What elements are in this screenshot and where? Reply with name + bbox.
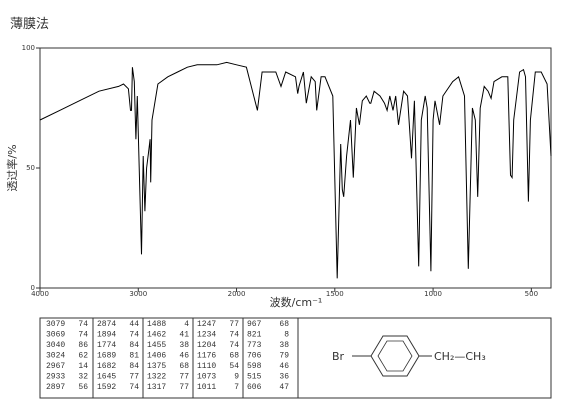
peak-wavenumber: 706 (247, 352, 262, 361)
peak-wavenumber: 2874 (97, 320, 116, 329)
x-axis-label: 波数/cm⁻¹ (270, 296, 323, 309)
peak-transmittance: 68 (229, 352, 239, 361)
x-tick-label: 3000 (129, 290, 147, 298)
y-tick-label: 50 (26, 164, 35, 172)
peak-wavenumber: 773 (247, 341, 262, 350)
peak-wavenumber: 1488 (147, 320, 166, 329)
peak-wavenumber: 2933 (46, 373, 65, 382)
peak-wavenumber: 1317 (147, 383, 166, 392)
peak-wavenumber: 1234 (197, 331, 216, 340)
peak-transmittance: 84 (129, 362, 139, 371)
peak-wavenumber: 1375 (147, 362, 166, 371)
peak-transmittance: 47 (279, 383, 289, 392)
peak-transmittance: 7 (234, 383, 239, 392)
peak-transmittance: 74 (129, 383, 139, 392)
peak-transmittance: 77 (179, 383, 189, 392)
x-tick-label: 1000 (424, 290, 442, 298)
peak-wavenumber: 3069 (46, 331, 65, 340)
peak-wavenumber: 1073 (197, 373, 216, 382)
peak-wavenumber: 821 (247, 331, 262, 340)
peak-wavenumber: 967 (247, 320, 262, 329)
peak-transmittance: 4 (184, 320, 189, 329)
spectrum-line (39, 61, 552, 279)
peak-transmittance: 44 (129, 320, 139, 329)
peak-wavenumber: 1462 (147, 331, 166, 340)
peak-wavenumber: 1110 (197, 362, 216, 371)
peak-transmittance: 74 (78, 320, 88, 329)
x-tick-label: 2000 (228, 290, 246, 298)
peak-transmittance: 46 (179, 352, 189, 361)
peak-transmittance: 81 (129, 352, 139, 361)
peak-wavenumber: 598 (247, 362, 262, 371)
peak-transmittance: 77 (229, 320, 239, 329)
chart-title: 薄膜法 (10, 17, 49, 32)
peak-wavenumber: 1406 (147, 352, 166, 361)
substituent: CH₂—CH₃ (434, 350, 486, 363)
peak-transmittance: 54 (229, 362, 239, 371)
peak-transmittance: 38 (279, 341, 289, 350)
peak-wavenumber: 3079 (46, 320, 65, 329)
peak-transmittance: 9 (234, 373, 239, 382)
peak-wavenumber: 515 (247, 373, 262, 382)
peak-wavenumber: 2897 (46, 383, 65, 392)
x-tick-label: 4000 (31, 290, 49, 298)
x-tick-label: 500 (525, 290, 538, 298)
peak-transmittance: 41 (179, 331, 189, 340)
peak-wavenumber: 1682 (97, 362, 116, 371)
peak-wavenumber: 606 (247, 383, 262, 392)
peak-wavenumber: 2967 (46, 362, 65, 371)
peak-transmittance: 8 (284, 331, 289, 340)
peak-wavenumber: 1322 (147, 373, 166, 382)
peak-transmittance: 74 (229, 341, 239, 350)
peak-wavenumber: 1011 (197, 383, 216, 392)
peak-transmittance: 68 (179, 362, 189, 371)
peak-transmittance: 74 (229, 331, 239, 340)
peak-transmittance: 56 (78, 383, 88, 392)
peak-transmittance: 38 (179, 341, 189, 350)
peak-transmittance: 32 (78, 373, 88, 382)
peak-transmittance: 62 (78, 352, 88, 361)
peak-transmittance: 14 (78, 362, 88, 371)
substituent: Br (332, 350, 345, 363)
peak-transmittance: 46 (279, 362, 289, 371)
y-tick-label: 100 (22, 44, 35, 52)
peak-transmittance: 74 (129, 331, 139, 340)
peak-transmittance: 86 (78, 341, 88, 350)
y-axis-label: 透过率/% (5, 144, 19, 191)
peak-wavenumber: 1774 (97, 341, 116, 350)
peak-wavenumber: 1689 (97, 352, 116, 361)
peak-transmittance: 36 (279, 373, 289, 382)
peak-wavenumber: 3040 (46, 341, 65, 350)
benzene-inner (377, 340, 413, 372)
x-tick-label: 1500 (326, 290, 344, 298)
peak-wavenumber: 1645 (97, 373, 116, 382)
peak-wavenumber: 1247 (197, 320, 216, 329)
plot-frame (39, 47, 552, 289)
peak-transmittance: 77 (179, 373, 189, 382)
peak-transmittance: 74 (78, 331, 88, 340)
peak-wavenumber: 1592 (97, 383, 116, 392)
peak-wavenumber: 1894 (97, 331, 116, 340)
peak-wavenumber: 1204 (197, 341, 216, 350)
peak-transmittance: 84 (129, 341, 139, 350)
peak-transmittance: 68 (279, 320, 289, 329)
y-tick-label: 0 (31, 284, 35, 292)
peak-wavenumber: 1455 (147, 341, 166, 350)
table-frame (39, 317, 552, 399)
peak-transmittance: 79 (279, 352, 289, 361)
peak-wavenumber: 3024 (46, 352, 65, 361)
peak-transmittance: 77 (129, 373, 139, 382)
peak-wavenumber: 1176 (197, 352, 216, 361)
